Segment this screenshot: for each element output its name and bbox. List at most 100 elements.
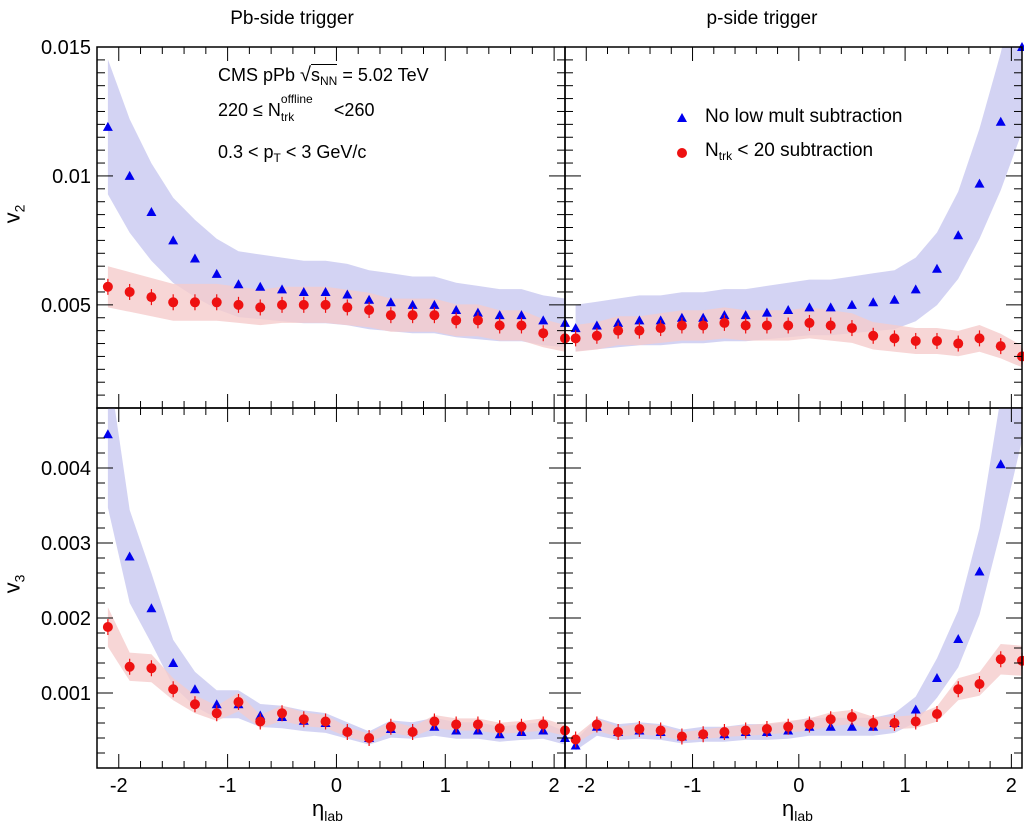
point-no-sub-v2-p [740, 310, 751, 320]
point-no-sub-v2-p [655, 315, 666, 325]
point-no-sub-v2-p [889, 294, 900, 304]
point-sub-v2-pb [364, 305, 375, 316]
x-tick-label-v3-pb: 0 [331, 775, 342, 797]
point-sub-v3-p [804, 719, 815, 730]
point-sub-v3-pb [298, 714, 309, 725]
point-no-sub-v2-p [698, 312, 709, 322]
point-sub-v2-p [995, 341, 1006, 352]
point-sub-v3-pb [494, 723, 505, 734]
point-no-sub-v3-p [910, 704, 921, 714]
legend-entry-subtraction: Ntrk < 20 subtraction [705, 140, 874, 163]
band-sub-v2-p [575, 307, 1022, 368]
point-no-sub-v2-p [953, 230, 964, 240]
point-no-sub-v2-p [570, 323, 581, 333]
point-sub-v2-pb [124, 286, 135, 297]
x-tick-label-v3-p: 2 [1006, 775, 1017, 797]
point-sub-v3-pb [189, 699, 200, 710]
point-sub-v2-p [846, 323, 857, 334]
point-sub-v2-pb [320, 299, 331, 310]
point-no-sub-v2-p [995, 116, 1006, 126]
point-sub-v3-p [719, 727, 730, 737]
x-tick-label-v3-p: -2 [577, 775, 595, 797]
point-no-sub-v2-pb [189, 253, 200, 263]
point-sub-v3-p [761, 724, 772, 734]
point-sub-v2-p [634, 325, 645, 336]
point-no-sub-v2-p [868, 297, 879, 307]
point-no-sub-v2-pb [451, 305, 462, 315]
point-sub-v2-p [889, 333, 900, 344]
point-sub-v3-pb [516, 721, 527, 732]
legend-marker-sub [677, 148, 687, 158]
point-sub-v3-pb [407, 727, 418, 737]
x-tick-label-v3-p: 1 [900, 775, 911, 797]
point-sub-v2-pb [385, 310, 396, 321]
point-sub-v3-p [889, 718, 900, 728]
point-no-sub-v2-p [719, 310, 730, 320]
point-no-sub-v3-p [953, 634, 964, 643]
point-sub-v3-pb [429, 716, 440, 727]
point-no-sub-v2-p [591, 320, 602, 330]
point-sub-v2-pb [407, 310, 418, 321]
point-sub-v2-pb [233, 299, 244, 310]
legend-entry-no-subtraction: No low mult subtraction [705, 106, 903, 127]
point-sub-v2-p [974, 333, 985, 344]
x-tick-label-v3-pb: -1 [219, 775, 237, 797]
right-panel-title: p-side trigger [706, 8, 818, 29]
point-no-sub-v2-p [910, 284, 921, 294]
point-no-sub-v2-pb [472, 307, 483, 317]
point-sub-v3-pb [320, 716, 331, 727]
frame-v3-pb [96, 407, 566, 769]
point-sub-v2-p [761, 320, 772, 331]
point-sub-v2-pb [168, 297, 179, 308]
y-tick-label-v3-pb: 0.003 [41, 533, 91, 555]
point-sub-v2-p [931, 335, 942, 346]
point-no-sub-v3-pb [102, 429, 113, 439]
y-axis-label-v3: v3 [0, 574, 28, 594]
point-no-sub-v2-p [613, 317, 624, 327]
point-sub-v2-p [868, 330, 879, 341]
point-no-sub-v2-pb [146, 207, 157, 217]
point-no-sub-v2-pb [124, 170, 135, 180]
frame-v3-p [564, 407, 1023, 769]
point-no-sub-v2-p [761, 307, 772, 317]
point-no-sub-v2-p [974, 178, 985, 188]
point-sub-v2-pb [429, 310, 440, 321]
point-sub-v2-p [740, 320, 751, 331]
point-sub-v3-p [846, 712, 857, 722]
point-sub-v2-pb [538, 328, 549, 339]
point-no-sub-v2-pb [255, 281, 266, 291]
point-no-sub-v3-p [931, 673, 942, 682]
point-sub-v3-p [825, 714, 836, 725]
point-no-sub-v2-p [825, 302, 836, 312]
point-sub-v2-pb [516, 320, 527, 331]
point-sub-v3-pb [342, 727, 353, 737]
point-sub-v2-pb [472, 315, 483, 326]
x-axis-label-left: ηlab [312, 796, 343, 824]
point-sub-v3-p [676, 731, 687, 742]
point-no-sub-v2-pb [168, 235, 179, 245]
point-no-sub-v3-pb [146, 603, 157, 613]
x-tick-label-v3-p: -1 [684, 775, 702, 797]
band-sub-v3-pb [107, 607, 565, 743]
point-sub-v2-pb [494, 320, 505, 331]
x-axis-label-right: ηlab [782, 796, 813, 824]
point-no-sub-v2-pb [342, 289, 353, 299]
point-no-sub-v2-p [783, 305, 794, 315]
point-no-sub-v2-pb [298, 286, 309, 296]
point-sub-v3-pb [255, 716, 266, 727]
point-no-sub-v2-pb [277, 284, 288, 294]
point-sub-v2-p [825, 320, 836, 331]
point-sub-v2-pb [102, 281, 113, 292]
point-sub-v2-pb [211, 297, 222, 308]
y-tick-label-v2-pb: 0.005 [41, 295, 91, 317]
point-no-sub-v2-pb [320, 286, 331, 296]
point-no-sub-v2-pb [233, 279, 244, 289]
point-sub-v3-p [783, 721, 794, 732]
y-tick-label-v2-pb: 0.015 [41, 37, 91, 59]
point-sub-v2-pb [255, 302, 266, 313]
point-sub-v2-p [783, 320, 794, 331]
point-sub-v2-p [953, 338, 964, 349]
point-sub-v3-pb [233, 697, 244, 707]
